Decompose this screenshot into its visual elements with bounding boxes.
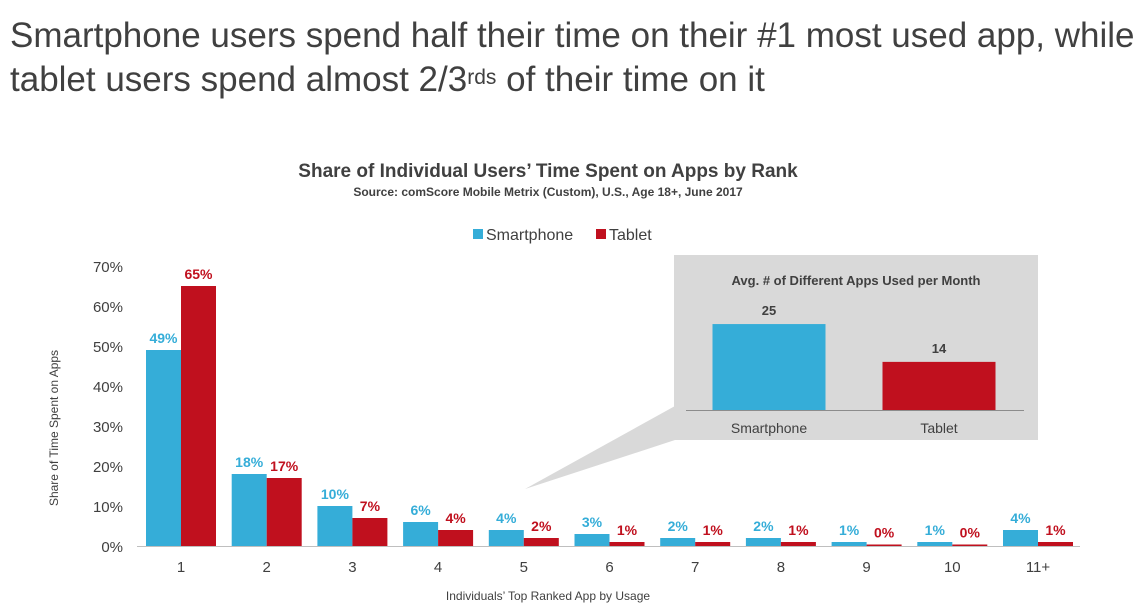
inset-category-label-smartphone: Smartphone	[731, 420, 807, 436]
y-tick-label: 10%	[93, 499, 123, 516]
bar-tablet-9	[866, 544, 902, 546]
bar-tablet-4	[438, 530, 474, 546]
bar-tablet-8	[780, 542, 816, 546]
legend-label-smartphone: Smartphone	[486, 227, 573, 244]
inset-data-label-tablet: 14	[932, 341, 947, 356]
bar-tablet-5	[523, 538, 559, 546]
x-tick-label: 6	[605, 559, 613, 576]
y-tick-label: 30%	[93, 419, 123, 436]
data-label-tablet-8: 1%	[788, 522, 809, 538]
bar-smartphone-10	[917, 542, 953, 546]
data-label-tablet-7: 1%	[703, 522, 724, 538]
bar-smartphone-5	[488, 530, 524, 546]
data-label-tablet-9: 0%	[874, 525, 895, 541]
y-tick-label: 70%	[93, 259, 123, 276]
headline: Smartphone users spend half their time o…	[10, 14, 1140, 102]
x-tick-label: 2	[263, 559, 271, 576]
callout-pointer	[525, 406, 675, 489]
x-tick-label: 4	[434, 559, 442, 576]
x-tick-label: 8	[777, 559, 785, 576]
headline-line-2b: of their time on it	[496, 60, 765, 99]
legend-swatch-tablet	[596, 229, 606, 239]
y-tick-label: 50%	[93, 339, 123, 356]
bar-smartphone-6	[574, 534, 610, 546]
headline-superscript: rds	[467, 66, 497, 89]
x-tick-label: 9	[862, 559, 870, 576]
bar-tablet-3	[352, 518, 388, 546]
headline-line-1: Smartphone users spend half their time o…	[10, 16, 1135, 55]
bar-smartphone-3	[317, 506, 353, 546]
x-tick-label: 5	[520, 559, 528, 576]
data-label-tablet-2: 17%	[270, 458, 299, 474]
data-label-smartphone-2: 18%	[235, 454, 264, 470]
y-axis-title: Share of Time Spent on Apps	[47, 350, 61, 506]
chart-title: Share of Individual Users’ Time Spent on…	[298, 161, 798, 182]
data-label-smartphone-6: 3%	[582, 514, 603, 530]
data-label-smartphone-5: 4%	[496, 510, 517, 526]
data-label-smartphone-11+: 4%	[1010, 510, 1031, 526]
bar-smartphone-9	[831, 542, 867, 546]
data-label-tablet-4: 4%	[445, 510, 466, 526]
legend-label-tablet: Tablet	[609, 227, 652, 244]
data-label-smartphone-1: 49%	[149, 330, 178, 346]
bar-smartphone-11+	[1003, 530, 1038, 546]
y-tick-label: 20%	[93, 459, 123, 476]
data-label-smartphone-8: 2%	[753, 518, 774, 534]
y-tick-label: 60%	[93, 299, 123, 316]
bar-tablet-7	[695, 542, 731, 546]
x-tick-label: 3	[348, 559, 356, 576]
bar-tablet-1	[181, 286, 216, 546]
data-label-tablet-10: 0%	[960, 525, 981, 541]
x-axis-title: Individuals’ Top Ranked App by Usage	[446, 589, 650, 603]
inset-category-label-tablet: Tablet	[920, 420, 957, 436]
bar-tablet-10	[952, 544, 988, 546]
legend-swatch-smartphone	[473, 229, 483, 239]
bar-tablet-2	[266, 478, 302, 546]
bar-tablet-11+	[1038, 542, 1073, 546]
x-tick-label: 10	[944, 559, 961, 576]
chart-subtitle: Source: comScore Mobile Metrix (Custom),…	[353, 185, 743, 199]
data-label-tablet-6: 1%	[617, 522, 638, 538]
x-tick-label: 11+	[1026, 559, 1051, 576]
data-label-tablet-5: 2%	[531, 518, 552, 534]
bar-smartphone-8	[745, 538, 781, 546]
y-tick-label: 40%	[93, 379, 123, 396]
inset-title: Avg. # of Different Apps Used per Month	[732, 273, 981, 288]
inset-data-label-smartphone: 25	[762, 303, 776, 318]
data-label-smartphone-4: 6%	[410, 502, 431, 518]
bar-smartphone-2	[231, 474, 267, 546]
x-tick-label: 1	[177, 559, 185, 576]
data-label-smartphone-9: 1%	[839, 522, 860, 538]
bar-smartphone-4	[403, 522, 439, 546]
bar-tablet-6	[609, 542, 645, 546]
data-label-tablet-11+: 1%	[1045, 522, 1066, 538]
y-tick-label: 0%	[101, 539, 123, 556]
bar-smartphone-7	[660, 538, 696, 546]
headline-line-2a: tablet users spend almost 2/3	[10, 60, 468, 99]
data-label-smartphone-7: 2%	[668, 518, 689, 534]
inset-bar-tablet	[882, 361, 996, 410]
x-tick-label: 7	[691, 559, 699, 576]
inset-bar-smartphone	[712, 324, 826, 410]
data-label-smartphone-10: 1%	[925, 522, 946, 538]
data-label-tablet-3: 7%	[360, 498, 381, 514]
bar-smartphone-1	[146, 350, 181, 546]
data-label-smartphone-3: 10%	[321, 486, 350, 502]
data-label-tablet-1: 65%	[184, 266, 213, 282]
